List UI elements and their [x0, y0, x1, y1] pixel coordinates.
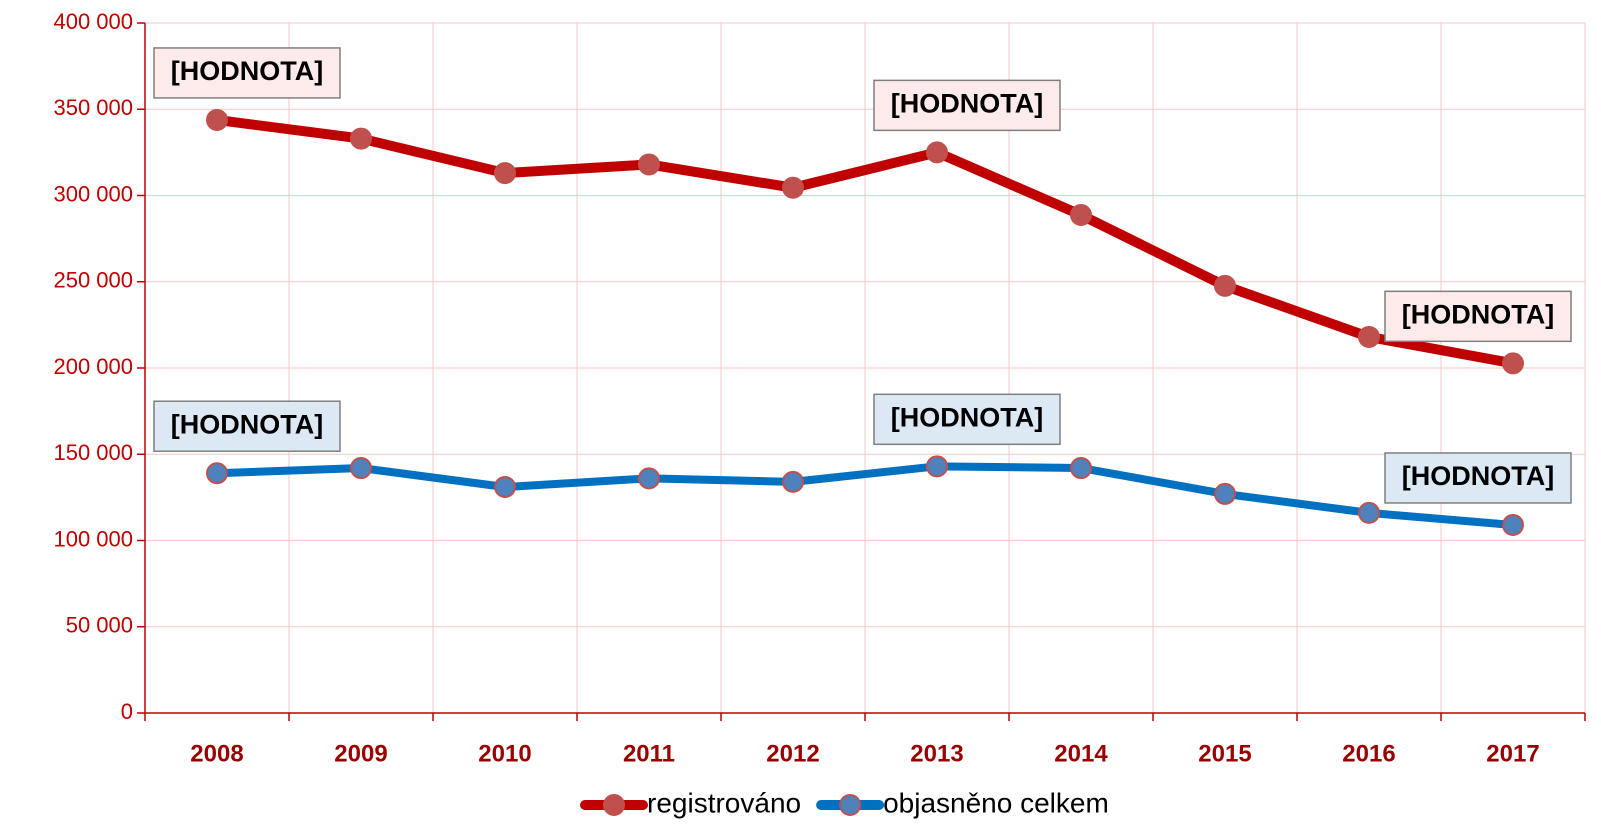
x-tick-label: 2016 [1342, 740, 1395, 767]
x-tick-label: 2014 [1054, 740, 1108, 767]
y-tick-label: 300 000 [53, 181, 133, 206]
x-tick-label: 2015 [1198, 740, 1251, 767]
legend-marker [603, 794, 625, 816]
x-tick-label: 2013 [910, 740, 963, 767]
marker [782, 470, 804, 493]
data-label-box [873, 393, 1061, 446]
y-tick-label: 50 000 [66, 613, 133, 638]
data-label: [HODNOTA] [171, 409, 323, 439]
x-tick-label: 2012 [766, 740, 819, 767]
marker [1502, 352, 1524, 375]
marker [494, 476, 516, 499]
x-tick-label: 2009 [334, 740, 387, 767]
x-tick-label: 2017 [1486, 740, 1539, 767]
y-tick-label: 0 [121, 699, 133, 724]
data-label-box [153, 400, 341, 452]
marker [1070, 203, 1092, 226]
data-label: [HODNOTA] [891, 89, 1043, 119]
y-tick-label: 400 000 [53, 9, 133, 34]
data-label-box [153, 47, 341, 99]
y-tick-label: 200 000 [53, 354, 133, 379]
legend-label: objasněno celkem [883, 787, 1109, 818]
marker [638, 467, 660, 490]
data-label: [HODNOTA] [891, 402, 1043, 432]
data-label-box [1384, 452, 1572, 504]
legend-marker [839, 794, 862, 816]
y-tick-label: 250 000 [53, 268, 133, 293]
series-line [216, 114, 1514, 369]
marker [206, 108, 228, 131]
marker [1214, 274, 1236, 297]
data-label-box [873, 79, 1061, 132]
data-label: [HODNOTA] [1402, 461, 1554, 491]
y-tick-label: 100 000 [53, 526, 133, 551]
marker [926, 455, 948, 478]
marker [926, 141, 948, 164]
x-tick-label: 2010 [478, 740, 531, 767]
data-label-box [1384, 290, 1572, 343]
x-tick-label: 2008 [190, 740, 243, 767]
x-tick-label: 2011 [623, 740, 675, 767]
marker [494, 162, 516, 185]
marker [1502, 513, 1524, 536]
marker [1070, 457, 1092, 480]
data-label: [HODNOTA] [1402, 299, 1554, 329]
y-tick-label: 150 000 [53, 440, 133, 465]
marker [638, 153, 660, 176]
marker [782, 176, 804, 199]
marker [1358, 501, 1380, 524]
series-line [216, 462, 1514, 529]
marker [1214, 482, 1236, 505]
marker [350, 457, 372, 480]
y-tick-label: 350 000 [53, 95, 133, 120]
marker [206, 462, 228, 485]
marker [350, 127, 372, 150]
marker [1358, 325, 1380, 348]
legend-label: registrováno [647, 787, 801, 818]
data-label: [HODNOTA] [171, 56, 323, 86]
